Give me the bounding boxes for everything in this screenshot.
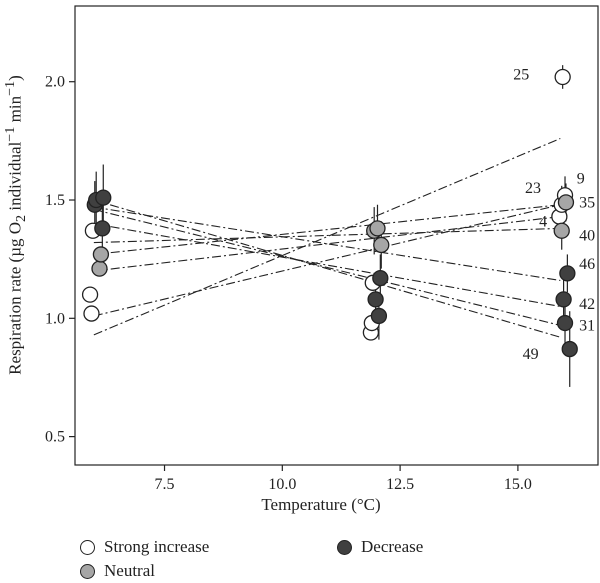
annotation-label: 31 bbox=[579, 317, 595, 334]
data-point-27 bbox=[556, 314, 574, 332]
x-tick-label: 12.5 bbox=[386, 476, 414, 493]
legend-label-strong-increase: Strong increase bbox=[104, 537, 210, 556]
trend-line-3 bbox=[93, 216, 561, 272]
data-point-25 bbox=[559, 265, 576, 282]
data-point-24 bbox=[553, 222, 570, 239]
data-points bbox=[81, 68, 578, 358]
x-tick-label: 15.0 bbox=[504, 476, 532, 493]
y-tick-label: 1.5 bbox=[45, 192, 65, 209]
legend-decrease: Decrease bbox=[337, 537, 423, 557]
legend-swatch-neutral bbox=[80, 563, 95, 579]
annotation-label: 25 bbox=[513, 67, 529, 84]
x-tick-label: 10.0 bbox=[268, 476, 296, 493]
annotation-label: 42 bbox=[579, 296, 595, 313]
data-point-6 bbox=[91, 260, 108, 277]
data-point-17 bbox=[372, 269, 389, 287]
trend-line-2 bbox=[93, 204, 561, 317]
data-point-7 bbox=[92, 246, 110, 263]
annotation-label: 46 bbox=[579, 256, 595, 273]
y-tick-label: 1.0 bbox=[45, 310, 65, 327]
trend-line-6 bbox=[93, 223, 561, 308]
data-point-1 bbox=[81, 286, 99, 303]
trend-line-9 bbox=[93, 206, 561, 281]
data-point-14 bbox=[367, 291, 384, 308]
data-point-9 bbox=[95, 189, 112, 206]
data-point-28 bbox=[561, 340, 578, 358]
trend-line-7 bbox=[93, 208, 561, 326]
trend-line-5 bbox=[93, 227, 561, 244]
data-point-16 bbox=[370, 307, 388, 325]
data-point-18 bbox=[373, 236, 390, 254]
data-point-26 bbox=[555, 291, 572, 308]
y-axis-label: Respiration rate (µg O2 individual−1 min… bbox=[1, 75, 30, 375]
data-point-15 bbox=[369, 220, 386, 237]
legend-label-neutral: Neutral bbox=[104, 561, 155, 580]
legend-label-decrease: Decrease bbox=[361, 537, 424, 556]
annotation-label: 23 bbox=[525, 180, 541, 197]
legend-neutral: Neutral bbox=[80, 561, 155, 581]
legend-swatch-decrease bbox=[337, 539, 352, 555]
y-tick-label: 2.0 bbox=[45, 74, 65, 91]
data-point-23 bbox=[557, 194, 575, 211]
trend-line-8 bbox=[93, 199, 561, 338]
annotation-label: 4 bbox=[539, 213, 547, 230]
annotation-label: 9 bbox=[577, 171, 585, 188]
annotation-label: 35 bbox=[579, 194, 595, 211]
legend-strong-increase: Strong increase bbox=[80, 537, 209, 557]
trend-lines bbox=[93, 137, 561, 338]
data-point-8 bbox=[94, 220, 111, 237]
point-annotations: 25 9 23 35 4 40 46 42 31 49 bbox=[513, 67, 595, 363]
legend-swatch-strong-increase bbox=[80, 539, 95, 555]
x-axis-label: Temperature (°C) bbox=[261, 495, 381, 514]
annotation-label: 40 bbox=[579, 228, 595, 245]
data-point-19 bbox=[554, 68, 571, 86]
error-bars bbox=[94, 65, 571, 387]
trend-line-4 bbox=[93, 204, 561, 255]
y-tick-label: 0.5 bbox=[45, 429, 65, 446]
annotation-label: 49 bbox=[523, 346, 539, 363]
data-point-2 bbox=[83, 305, 100, 322]
axis-ticks: 7.5 10.0 12.5 15.0 0.5 1.0 1.5 2.0 bbox=[45, 74, 532, 493]
plot-frame bbox=[74, 5, 599, 466]
x-tick-label: 7.5 bbox=[155, 476, 175, 493]
trend-line-1 bbox=[93, 137, 561, 336]
